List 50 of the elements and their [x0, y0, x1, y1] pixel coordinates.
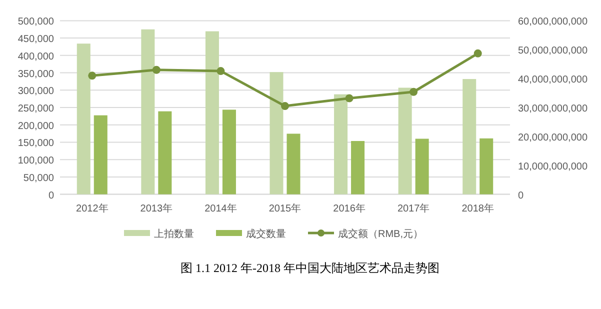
x-tick-label: 2017年 — [397, 202, 430, 214]
legend-label: 成交数量 — [246, 228, 286, 240]
bar — [334, 94, 348, 194]
x-tick-label: 2015年 — [268, 202, 302, 214]
bar — [415, 138, 429, 194]
legend-label: 成交额（RMB,元） — [338, 228, 423, 240]
y-tick-label: 200,000 — [18, 120, 54, 132]
point — [152, 66, 160, 74]
bar — [141, 29, 155, 194]
point — [88, 72, 96, 80]
y2-tick-label: 60,000,000,000 — [518, 16, 588, 28]
y2-tick-label: 50,000,000,000 — [518, 46, 588, 57]
bar — [480, 138, 494, 194]
y2-tick-label: 10,000,000,000 — [518, 161, 588, 172]
y2-tick-label: 40,000,000,000 — [518, 74, 588, 86]
x-tick-label: 2012年 — [76, 202, 108, 214]
y-tick-label: 450,000 — [18, 34, 54, 46]
y2-tick-label: 20,000,000,000 — [518, 132, 588, 144]
legend-label: 上拍数量 — [154, 228, 194, 240]
bar — [270, 72, 284, 194]
bar — [222, 110, 236, 194]
bar — [462, 79, 476, 194]
y-tick-label: 250,000 — [18, 104, 54, 114]
point — [474, 49, 482, 58]
x-tick-label: 2018年 — [462, 202, 494, 214]
x-tick-label: 2016年 — [333, 202, 366, 214]
point — [410, 88, 418, 96]
bar — [158, 111, 172, 194]
y-tick-label: 50,000 — [23, 172, 54, 184]
bar — [94, 115, 108, 194]
y-tick-label: 400,000 — [18, 51, 54, 62]
x-tick-label: 2013年 — [140, 202, 173, 214]
x-tick-label: 2014年 — [204, 202, 237, 214]
y2-tick-label: 30,000,000,000 — [518, 104, 588, 114]
caption: 图 1.1 2012 年-2018 年中国大陆地区艺术品走势图 — [180, 261, 440, 275]
bar — [205, 31, 219, 194]
bar — [351, 141, 365, 194]
point — [216, 67, 225, 76]
y2-tick-label: 0 — [518, 190, 524, 202]
y-tick-label: 0 — [48, 190, 54, 202]
bar — [76, 44, 90, 194]
y-tick-label: 100,000 — [18, 156, 54, 167]
y-tick-label: 500,000 — [18, 16, 54, 28]
point — [345, 94, 354, 102]
bar — [286, 134, 300, 194]
point — [281, 102, 289, 110]
bar — [398, 88, 412, 194]
y-tick-label: 350,000 — [18, 68, 54, 80]
y-tick-label: 300,000 — [18, 86, 54, 98]
y-tick-label: 150,000 — [18, 138, 54, 150]
